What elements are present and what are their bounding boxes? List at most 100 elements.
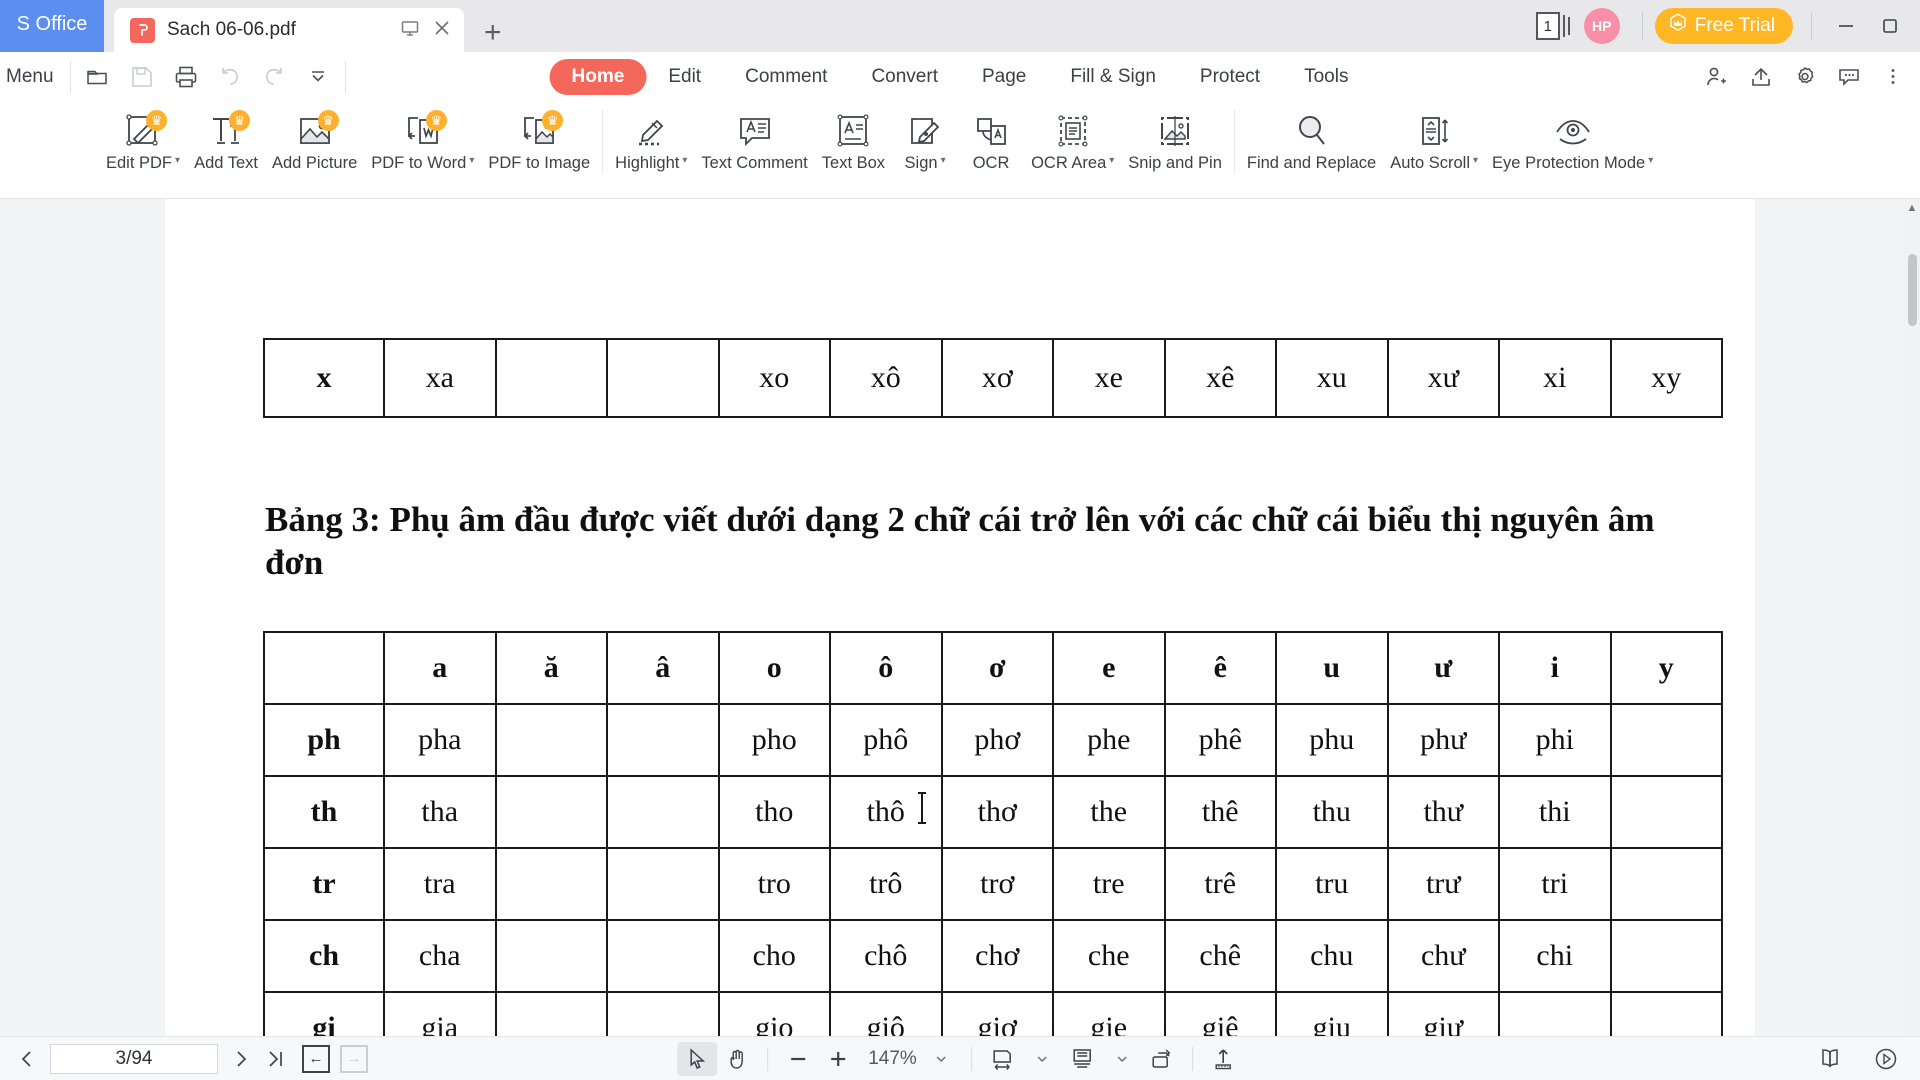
document-tab[interactable]: Sach 06-06.pdf <box>114 8 464 52</box>
office-home-tab[interactable]: S Office <box>0 0 104 52</box>
tab-home[interactable]: Home <box>549 59 647 95</box>
undo-icon[interactable] <box>211 58 249 96</box>
close-tab-icon[interactable] <box>432 18 452 42</box>
table-row: ph pha pho phô phơ phe phê phu phư phi <box>263 703 1723 777</box>
print-icon[interactable] <box>167 58 205 96</box>
snip-and-pin-button[interactable]: Snip and Pin <box>1128 102 1222 173</box>
page-layout-icon[interactable] <box>1062 1042 1102 1076</box>
upload-icon[interactable] <box>1203 1042 1243 1076</box>
last-page-button[interactable] <box>258 1042 292 1076</box>
table-cell: phi <box>1498 703 1612 777</box>
chevron-down-icon[interactable]: ▾ <box>1648 155 1654 166</box>
save-icon[interactable] <box>123 58 161 96</box>
scrollbar-thumb[interactable] <box>1908 254 1917 326</box>
minimize-button[interactable] <box>1824 0 1868 52</box>
tab-comment[interactable]: Comment <box>723 59 849 95</box>
text-comment-button[interactable]: Text Comment <box>701 102 808 173</box>
page-thumbnail-count[interactable]: 1 <box>1535 12 1570 40</box>
ocr-area-button[interactable]: OCR Area ▾ <box>1031 102 1114 173</box>
highlight-button[interactable]: Highlight ▾ <box>615 102 687 173</box>
new-tab-label: + <box>484 16 502 49</box>
add-picture-button[interactable]: ♛ Add Picture <box>272 102 357 173</box>
page-layout-chevron-down-icon[interactable] <box>1102 1042 1142 1076</box>
open-folder-icon[interactable] <box>79 58 117 96</box>
feedback-icon[interactable] <box>1830 58 1868 96</box>
first-page-button[interactable] <box>10 1042 44 1076</box>
table-row: th tha tho thô thơ the thê thu thư thi <box>263 775 1723 849</box>
chevron-down-icon[interactable]: ▾ <box>1109 155 1115 166</box>
edit-pdf-button[interactable]: ♛ Edit PDF ▾ <box>106 102 180 173</box>
chevron-down-icon[interactable]: ▾ <box>940 155 946 166</box>
redo-icon[interactable] <box>255 58 293 96</box>
table-cell: gi <box>263 991 385 1036</box>
add-user-icon[interactable] <box>1698 58 1736 96</box>
play-presentation-icon[interactable] <box>1866 1042 1906 1076</box>
find-and-replace-button[interactable]: Find and Replace <box>1247 102 1376 173</box>
premium-crown-icon: ♛ <box>146 110 168 131</box>
table-cell <box>1609 991 1723 1036</box>
edit-pdf-label-wrap: Edit PDF ▾ <box>106 154 180 173</box>
chevron-down-icon[interactable]: ▾ <box>469 155 475 166</box>
auto-scroll-button[interactable]: Auto Scroll ▾ <box>1390 102 1478 173</box>
free-trial-button[interactable]: Free Trial <box>1654 8 1793 44</box>
table-cell <box>1609 703 1723 777</box>
tab-page[interactable]: Page <box>960 59 1048 95</box>
pdf-to-word-button[interactable]: ♛ PDF to Word ▾ <box>371 102 474 173</box>
add-picture-label: Add Picture <box>271 154 358 172</box>
more-vertical-icon[interactable] <box>1874 58 1912 96</box>
zoom-level[interactable]: 147% <box>868 1047 917 1069</box>
table-cell: phư <box>1386 703 1500 777</box>
avatar[interactable]: HP <box>1583 8 1620 44</box>
table-row: tr tra tro trô trơ tre trê tru trư tri <box>263 847 1723 921</box>
tab-fill-and-sign[interactable]: Fill & Sign <box>1048 59 1178 95</box>
hand-pan-icon[interactable] <box>717 1042 757 1076</box>
table-cell: phê <box>1163 703 1277 777</box>
new-tab-button[interactable]: + <box>484 18 502 48</box>
book-view-icon[interactable] <box>1810 1042 1850 1076</box>
add-text-button[interactable]: ♛ Add Text <box>194 102 258 173</box>
maximize-button[interactable] <box>1868 0 1912 52</box>
text-comment-icon <box>729 108 781 154</box>
ocr-area-icon <box>1047 108 1099 154</box>
fit-width-chevron-down-icon[interactable] <box>1022 1042 1062 1076</box>
next-page-button[interactable] <box>224 1042 258 1076</box>
navigate-back-button[interactable]: ← <box>302 1044 330 1073</box>
zoom-in-button[interactable] <box>818 1042 858 1076</box>
scroll-up-arrow[interactable]: ▲ <box>1906 201 1918 214</box>
vertical-scrollbar[interactable]: ▲ <box>1904 199 1920 1036</box>
pdf-to-word-label-wrap: PDF to Word ▾ <box>371 154 474 173</box>
chevron-down-icon[interactable]: ▾ <box>1473 155 1479 166</box>
tool-ribbon: ♛ Edit PDF ▾ ♛ Add Text ♛ Add Picture ♛ <box>0 102 1920 199</box>
monitor-icon[interactable] <box>400 18 420 42</box>
zoom-dropdown-chevron-down-icon[interactable] <box>921 1042 961 1076</box>
table-header-cell: ơ <box>940 631 1054 705</box>
gear-icon[interactable] <box>1786 58 1824 96</box>
table-header-row: a ă â o ô ơ e ê u ư i y <box>263 631 1723 705</box>
fit-width-icon[interactable] <box>982 1042 1022 1076</box>
ocr-button[interactable]: OCR <box>965 102 1017 173</box>
text-box-button[interactable]: Text Box <box>822 102 885 173</box>
tab-tools[interactable]: Tools <box>1282 59 1370 95</box>
eye-protection-mode-button[interactable]: Eye Protection Mode ▾ <box>1492 102 1653 173</box>
pdf-to-image-button[interactable]: ♛ PDF to Image <box>488 102 590 173</box>
chevron-down-icon[interactable]: ▾ <box>175 155 181 166</box>
tab-protect[interactable]: Protect <box>1178 59 1282 95</box>
menu-button[interactable]: Menu <box>0 66 62 88</box>
tab-edit[interactable]: Edit <box>646 59 723 95</box>
table-cell: xo <box>717 338 831 418</box>
sign-button[interactable]: Sign ▾ <box>899 102 951 173</box>
table-cell: the <box>1052 775 1166 849</box>
select-cursor-icon[interactable] <box>677 1041 718 1076</box>
table-cell: gie <box>1052 991 1166 1036</box>
document-viewport[interactable]: x xa xo xô xơ xe xê xu xư xi xy Bảng 3: … <box>0 199 1920 1036</box>
chevron-down-icon[interactable]: ▾ <box>682 155 688 166</box>
navigate-forward-button[interactable]: → <box>340 1044 368 1073</box>
tab-convert[interactable]: Convert <box>849 59 960 95</box>
highlight-icon <box>625 108 677 154</box>
zoom-out-button[interactable] <box>778 1042 818 1076</box>
page-number-input[interactable]: 3/94 <box>50 1043 218 1074</box>
more-down-icon[interactable] <box>299 58 337 96</box>
rotate-icon[interactable] <box>1142 1042 1182 1076</box>
table-cell <box>606 847 720 921</box>
share-icon[interactable] <box>1742 58 1780 96</box>
